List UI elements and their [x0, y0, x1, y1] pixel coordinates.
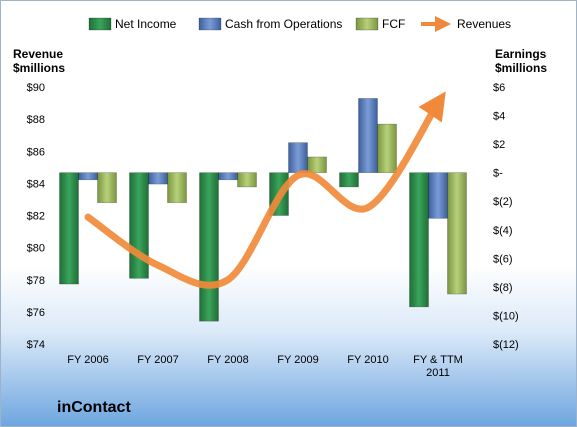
right-axis-title: Earnings $millions [495, 47, 547, 75]
category-labels: FY 2006 FY 2007 FY 2008 FY 2009 FY 2010 FY & … [67, 354, 463, 379]
legend-label: Revenues [457, 17, 511, 31]
bar-fcf [377, 123, 397, 173]
left-tick-label: $86 [27, 146, 45, 158]
category-label: FY 2009 [277, 354, 318, 366]
bar-cash-from-operations [288, 142, 308, 173]
category-label: 2011 [426, 367, 450, 379]
chart-legend: Net Income Cash from Operations FCF Revenue… [88, 16, 511, 32]
bar-net-income [409, 172, 429, 308]
left-axis-ticks: $74 $76 $78 $80 $82 $84 $86 $88 $90 [27, 82, 45, 351]
legend-swatch [198, 17, 222, 31]
left-axis-title: Revenue $millions [13, 47, 65, 75]
right-axis-title-line2: $millions [495, 61, 548, 75]
bar-fcf [167, 172, 187, 203]
left-tick-label: $82 [27, 211, 45, 223]
right-tick-label: $2 [493, 139, 505, 151]
left-tick-label: $78 [27, 275, 45, 287]
left-tick-label: $76 [27, 307, 45, 319]
right-axis-title-line1: Earnings [495, 47, 547, 61]
right-tick-label: $- [493, 168, 503, 180]
legend-label: FCF [382, 17, 405, 31]
category-label: FY 2006 [67, 354, 108, 366]
bar-fcf [307, 156, 327, 173]
bar-fcf [97, 172, 117, 203]
bar-fcf [237, 172, 257, 188]
legend-label: Net Income [115, 17, 177, 31]
category-label: FY 2010 [347, 354, 388, 366]
revenue-line [84, 91, 446, 289]
right-tick-label: $(8) [493, 282, 513, 294]
bar-cash-from-operations [148, 172, 168, 185]
bar-fcf [447, 172, 467, 295]
company-name: inContact [57, 399, 131, 416]
right-tick-label: $(12) [493, 339, 519, 351]
left-tick-label: $74 [27, 339, 45, 351]
bar-cash-from-operations [78, 172, 98, 181]
legend-swatch [355, 17, 379, 31]
legend-label: Cash from Operations [225, 17, 342, 31]
bar-net-income [59, 172, 79, 285]
right-tick-label: $(6) [493, 253, 513, 265]
right-tick-label: $6 [493, 82, 505, 94]
left-tick-label: $80 [27, 243, 45, 255]
left-tick-label: $84 [27, 178, 45, 190]
bar-cash-from-operations [428, 172, 448, 219]
bar-cash-from-operations [358, 98, 378, 173]
right-tick-label: $(4) [493, 225, 513, 237]
bar-net-income [339, 172, 359, 188]
revenue-line-group [84, 91, 446, 289]
left-axis-title-line1: Revenue [13, 47, 64, 61]
right-tick-label: $(10) [493, 310, 519, 322]
left-tick-label: $88 [27, 114, 45, 126]
left-axis-title-line2: $millions [13, 61, 66, 75]
category-label: FY 2008 [207, 354, 248, 366]
legend-swatch [88, 17, 112, 31]
right-tick-label: $(2) [493, 196, 513, 208]
bar-cash-from-operations [218, 172, 238, 181]
right-tick-label: $4 [493, 111, 505, 123]
category-label: FY 2007 [137, 354, 178, 366]
left-tick-label: $90 [27, 82, 45, 94]
bar-net-income [199, 172, 219, 322]
category-label: FY & TTM [413, 354, 463, 366]
right-axis-ticks: $6 $4 $2 $- $(2) $(4) $(6) $(8) $(10) $(12) [493, 82, 519, 351]
bar-series-group [59, 98, 467, 322]
